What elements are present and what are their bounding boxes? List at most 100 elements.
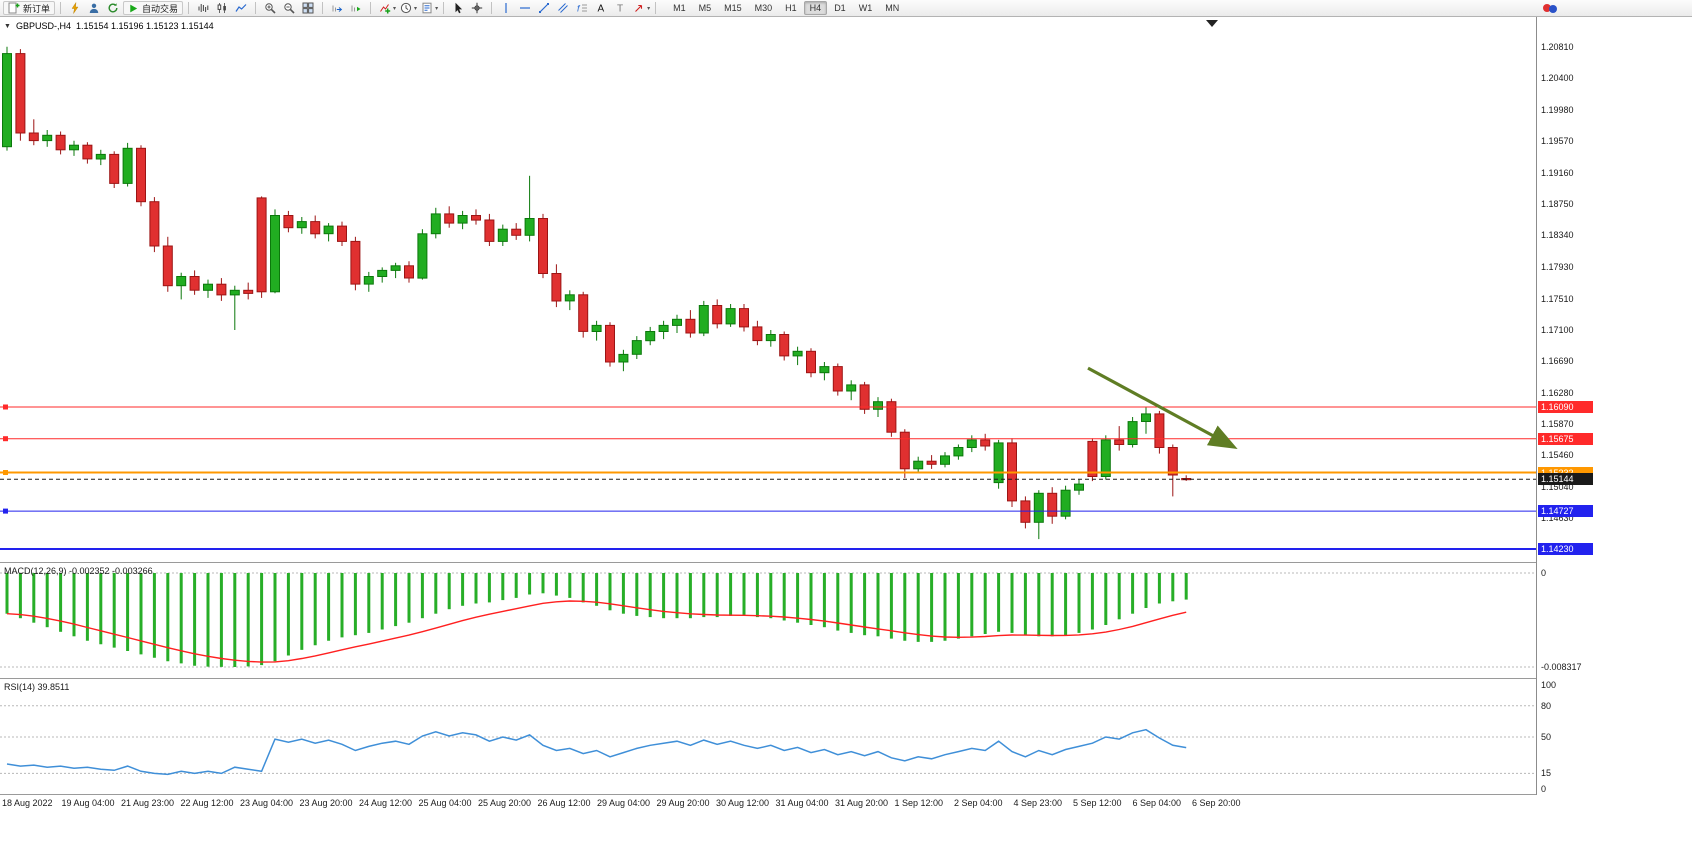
chevron-down-icon[interactable]: ▾ <box>647 5 651 12</box>
time-axis-label: 2 Sep 04:00 <box>954 798 1003 808</box>
text-button[interactable]: A <box>592 1 610 16</box>
time-axis-label: 26 Aug 12:00 <box>537 798 591 808</box>
time-axis-label: 23 Aug 20:00 <box>299 798 353 808</box>
add-indicator-button[interactable] <box>376 1 394 16</box>
arrows-icon <box>635 4 643 12</box>
text-icon: A <box>598 4 605 15</box>
level-price-tag: 1.15675 <box>1538 432 1593 445</box>
trendline-button[interactable] <box>535 1 553 16</box>
tile-windows-button[interactable] <box>299 1 317 16</box>
level-price-tag: 1.14727 <box>1538 505 1593 518</box>
text-label-button[interactable]: T <box>611 1 629 16</box>
line-chart-button[interactable] <box>232 1 250 16</box>
timeframe-M30[interactable]: M30 <box>749 1 779 15</box>
toolbar: 新订单 自动交易 ▾ ▾ ▾ f A T ▾ <box>0 0 1692 17</box>
timeframe-MN[interactable]: MN <box>879 1 905 15</box>
profiles-button[interactable] <box>85 1 103 16</box>
timeframe-H4[interactable]: H4 <box>803 1 828 15</box>
time-axis-label: 22 Aug 12:00 <box>180 798 234 808</box>
periods-clock-icon <box>400 2 412 14</box>
price-axis-label: 1.16280 <box>1541 387 1574 398</box>
chevron-down-icon[interactable]: ▾ <box>414 5 418 12</box>
time-axis-label: 30 Aug 12:00 <box>716 798 770 808</box>
cursor-button[interactable] <box>449 1 467 16</box>
bars-chart-button[interactable] <box>194 1 212 16</box>
level-price-tag: 1.16090 <box>1538 401 1593 413</box>
candlestick-chart[interactable] <box>0 17 1536 562</box>
zoom-out-button[interactable] <box>280 1 298 16</box>
fibonacci-icon: f <box>577 4 588 14</box>
horizontal-line-button[interactable] <box>516 1 534 16</box>
one-click-trading-toggle[interactable]: ▼ <box>4 22 11 30</box>
timeframe-M5[interactable]: M5 <box>693 1 718 15</box>
tile-windows-icon <box>302 2 314 14</box>
price-axis-label: 1.17100 <box>1541 324 1574 335</box>
auto-scroll-button[interactable] <box>328 1 346 16</box>
timeframe-M1[interactable]: M1 <box>667 1 692 15</box>
toolbar-separator <box>370 2 372 14</box>
timeframe-W1[interactable]: W1 <box>853 1 879 15</box>
symbol-timeframe-label: GBPUSD-,H4 <box>15 21 71 31</box>
time-axis[interactable]: 18 Aug 2022 19 Aug 04:00 21 Aug 23:00 22 Au… <box>0 795 1536 813</box>
arrows-button[interactable] <box>630 1 648 16</box>
new-order-button[interactable]: 新订单 <box>3 1 56 15</box>
chart-shift-marker <box>1206 20 1218 27</box>
equidistant-channel-button[interactable] <box>554 1 572 16</box>
vertical-line-button[interactable] <box>497 1 515 16</box>
rsi-scale-label: 50 <box>1541 732 1552 742</box>
vertical-line-icon <box>505 3 507 13</box>
line-handle <box>3 404 8 410</box>
time-axis-label: 31 Aug 04:00 <box>775 798 829 808</box>
chevron-down-icon[interactable]: ▾ <box>435 5 439 12</box>
rsi-pane[interactable] <box>0 679 1536 794</box>
time-axis-label: 4 Sep 23:00 <box>1013 798 1063 808</box>
time-axis-label: 29 Aug 20:00 <box>656 798 710 808</box>
time-axis-label: 29 Aug 04:00 <box>597 798 651 808</box>
pane-separator[interactable] <box>0 562 1692 563</box>
chart-shift-button[interactable] <box>347 1 365 16</box>
price-axis-label: 1.16690 <box>1541 356 1574 367</box>
profile-icon <box>89 3 99 13</box>
bars-chart-icon <box>198 4 209 12</box>
toolbar-separator <box>655 2 657 14</box>
price-axis-label: 1.15460 <box>1541 450 1574 461</box>
price-axis[interactable]: 1.20810 1.20400 1.19980 1.19570 1.19160 1.187… <box>1536 17 1692 795</box>
price-axis-label: 1.19980 <box>1541 105 1574 116</box>
price-axis-label: 1.17510 <box>1541 293 1574 304</box>
trendline-icon <box>539 3 550 13</box>
timeframe-D1[interactable]: D1 <box>828 1 852 15</box>
templates-button[interactable] <box>418 1 436 16</box>
timeframe-M15[interactable]: M15 <box>718 1 748 15</box>
macd-indicator-chart[interactable] <box>0 563 1536 678</box>
time-axis-label: 25 Aug 20:00 <box>478 798 532 808</box>
macd-pane[interactable] <box>0 563 1536 678</box>
zoom-out-icon <box>284 3 295 14</box>
timeframe-H1[interactable]: H1 <box>779 1 803 15</box>
new-order-label: 新订单 <box>23 3 51 14</box>
price-axis-label: 1.18340 <box>1541 230 1574 241</box>
expert-advisors-button[interactable] <box>66 1 84 16</box>
add-indicator-icon <box>380 4 391 14</box>
candlestick-chart-button[interactable] <box>213 1 231 16</box>
text-label-icon: T <box>617 4 623 15</box>
fibonacci-button[interactable]: f <box>573 1 591 16</box>
chevron-down-icon[interactable]: ▾ <box>393 5 397 12</box>
main-chart-pane[interactable] <box>0 17 1536 562</box>
price-axis-label: 1.19570 <box>1541 136 1574 147</box>
toolbar-separator <box>491 2 493 14</box>
macd-scale-label: -0.008317 <box>1541 661 1582 672</box>
toolbar-separator <box>443 2 445 14</box>
zoom-in-button[interactable] <box>261 1 279 16</box>
pane-separator[interactable] <box>0 678 1692 679</box>
crosshair-button[interactable] <box>468 1 486 16</box>
price-axis-label: 1.15870 <box>1541 418 1574 429</box>
chart-shift-icon <box>351 5 361 12</box>
autotrading-button[interactable]: 自动交易 <box>123 1 184 15</box>
time-axis-label: 31 Aug 20:00 <box>835 798 889 808</box>
periods-button[interactable] <box>397 1 415 16</box>
refresh-button[interactable] <box>104 1 122 16</box>
line-handle <box>3 508 8 514</box>
toolbar-separator <box>255 2 257 14</box>
rsi-indicator-chart[interactable] <box>0 679 1536 794</box>
